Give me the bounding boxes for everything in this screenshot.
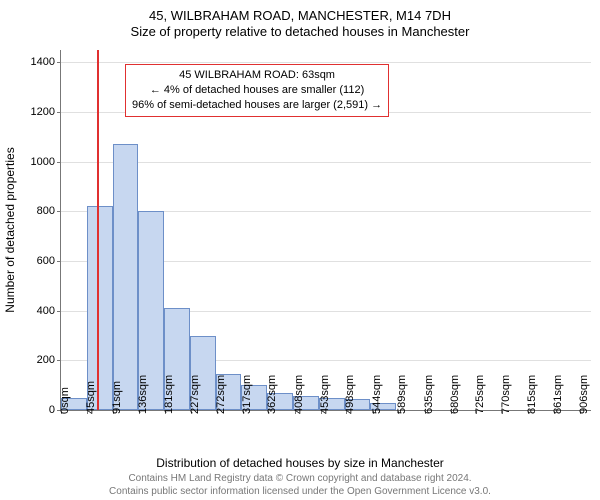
xtick-label: 317sqm bbox=[241, 375, 253, 414]
xtick-label: 906sqm bbox=[578, 375, 590, 414]
xtick-label: 408sqm bbox=[293, 375, 305, 414]
xtick-label: 680sqm bbox=[449, 375, 461, 414]
footer-line2: Contains public sector information licen… bbox=[0, 486, 600, 499]
xtick-label: 0sqm bbox=[59, 387, 71, 414]
ytick-label: 1200 bbox=[31, 106, 55, 118]
ytick-label: 0 bbox=[49, 404, 55, 416]
xtick-label: 635sqm bbox=[423, 375, 435, 414]
callout-box: 45 WILBRAHAM ROAD: 63sqm← 4% of detached… bbox=[125, 64, 389, 117]
ytick-mark bbox=[57, 62, 61, 63]
xtick-label: 544sqm bbox=[371, 375, 383, 414]
xtick-label: 227sqm bbox=[189, 375, 201, 414]
histogram-bar bbox=[87, 206, 113, 410]
reference-line bbox=[97, 50, 99, 410]
footer-line1: Contains HM Land Registry data © Crown c… bbox=[0, 473, 600, 486]
ytick-mark bbox=[57, 261, 61, 262]
ytick-label: 600 bbox=[37, 255, 55, 267]
callout-line-1: 45 WILBRAHAM ROAD: 63sqm bbox=[132, 68, 382, 83]
ytick-label: 400 bbox=[37, 305, 55, 317]
footer: Contains HM Land Registry data © Crown c… bbox=[0, 473, 600, 500]
y-axis-label: Number of detached properties bbox=[3, 147, 17, 312]
ytick-mark bbox=[57, 112, 61, 113]
xtick-label: 362sqm bbox=[266, 375, 278, 414]
ytick-mark bbox=[57, 311, 61, 312]
x-axis-label: Distribution of detached houses by size … bbox=[0, 456, 600, 470]
xtick-label: 815sqm bbox=[526, 375, 538, 414]
ytick-label: 1400 bbox=[31, 56, 55, 68]
xtick-label: 498sqm bbox=[344, 375, 356, 414]
xtick-label: 453sqm bbox=[319, 375, 331, 414]
xtick-label: 589sqm bbox=[396, 375, 408, 414]
xtick-label: 136sqm bbox=[137, 375, 149, 414]
xtick-label: 45sqm bbox=[85, 381, 97, 414]
xtick-label: 770sqm bbox=[500, 375, 512, 414]
page-title-line2: Size of property relative to detached ho… bbox=[0, 24, 600, 39]
xtick-label: 272sqm bbox=[215, 375, 227, 414]
ytick-mark bbox=[57, 162, 61, 163]
page-title-line1: 45, WILBRAHAM ROAD, MANCHESTER, M14 7DH bbox=[0, 8, 600, 23]
callout-line-3: 96% of semi-detached houses are larger (… bbox=[132, 98, 382, 113]
xtick-label: 181sqm bbox=[163, 375, 175, 414]
callout-line-2: ← 4% of detached houses are smaller (112… bbox=[132, 83, 382, 98]
ytick-label: 200 bbox=[37, 354, 55, 366]
xtick-label: 91sqm bbox=[111, 381, 123, 414]
ytick-mark bbox=[57, 211, 61, 212]
histogram-plot: 02004006008001000120014000sqm45sqm91sqm1… bbox=[60, 50, 591, 411]
ytick-label: 1000 bbox=[31, 156, 55, 168]
xtick-label: 725sqm bbox=[474, 375, 486, 414]
xtick-label: 861sqm bbox=[552, 375, 564, 414]
gridline bbox=[61, 162, 591, 163]
ytick-label: 800 bbox=[37, 205, 55, 217]
ytick-mark bbox=[57, 360, 61, 361]
histogram-bar bbox=[113, 144, 139, 410]
